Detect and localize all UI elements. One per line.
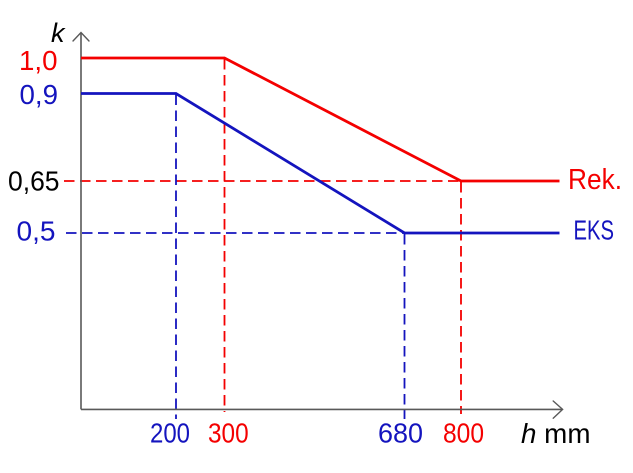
svg-text:0,5: 0,5 (17, 216, 56, 247)
svg-text:EKS: EKS (574, 215, 615, 246)
svg-text:Rek.: Rek. (568, 164, 622, 196)
svg-text:0,65: 0,65 (8, 166, 60, 197)
svg-text:1,0: 1,0 (19, 45, 58, 76)
svg-text:k: k (51, 18, 66, 48)
svg-text:0,9: 0,9 (20, 79, 59, 110)
svg-text:680: 680 (378, 418, 423, 449)
svg-text:300: 300 (208, 418, 249, 449)
svg-text:h mm: h mm (521, 418, 591, 449)
svg-text:800: 800 (443, 418, 484, 449)
svg-text:200: 200 (150, 418, 190, 449)
